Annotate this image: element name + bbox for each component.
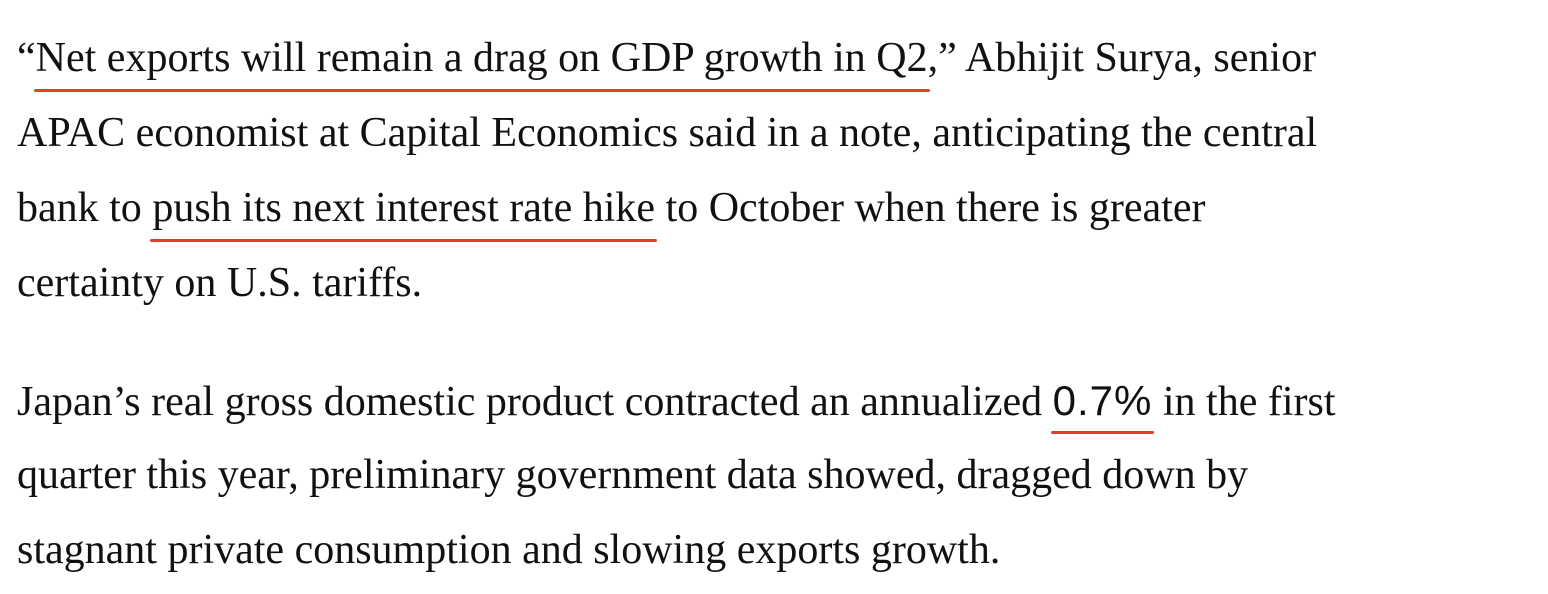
paragraph-quote: “Net exports will remain a drag on GDP g…: [17, 21, 1532, 321]
paragraph-line: “Net exports will remain a drag on GDP g…: [17, 21, 1532, 96]
link-rate-hike[interactable]: push its next interest rate hike: [150, 171, 657, 246]
text-segment: Japan’s real gross domestic product cont…: [17, 379, 1053, 425]
text-segment: to October when there is greater: [655, 185, 1206, 231]
paragraph-gdp: Japan’s real gross domestic product cont…: [17, 363, 1532, 588]
article-body: “Net exports will remain a drag on GDP g…: [17, 21, 1532, 588]
link-net-exports[interactable]: Net exports will remain a drag on GDP gr…: [33, 21, 930, 96]
text-segment: bank to: [17, 185, 153, 231]
paragraph-line: APAC economist at Capital Economics said…: [17, 110, 1318, 156]
paragraph-line: certainty on U.S. tariffs.: [17, 260, 423, 306]
paragraph-line: quarter this year, preliminary governmen…: [17, 452, 1249, 498]
quote-open: “: [17, 35, 36, 81]
paragraph-line: stagnant private consumption and slowing…: [17, 527, 1001, 573]
quote-close-text: ,” Abhijit Surya, senior: [927, 35, 1317, 81]
text-segment: in the first: [1152, 379, 1336, 425]
link-gdp-figure[interactable]: 0.7%: [1050, 363, 1155, 438]
paragraph-line: Japan’s real gross domestic product cont…: [17, 363, 1532, 438]
paragraph-line: bank to push its next interest rate hike…: [17, 171, 1532, 246]
